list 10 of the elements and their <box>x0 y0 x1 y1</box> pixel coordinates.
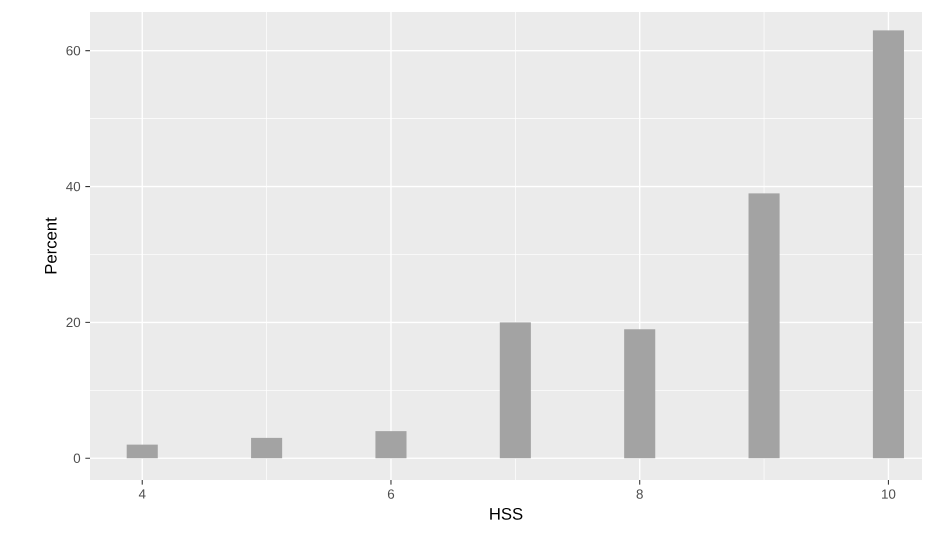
x-tick-label: 6 <box>388 489 394 499</box>
y-tick-label: 0 <box>74 454 80 463</box>
x-tick-label: 10 <box>882 489 896 499</box>
x-tick-label: 4 <box>138 489 146 499</box>
y-tick-label: 60 <box>66 46 80 56</box>
y-tick-label: 40 <box>66 182 80 192</box>
y-tick-label: 20 <box>66 318 80 328</box>
x-tick-label: 8 <box>636 489 643 499</box>
y-axis-title: Percent <box>45 217 57 274</box>
x-axis-title: HSS <box>490 508 522 520</box>
